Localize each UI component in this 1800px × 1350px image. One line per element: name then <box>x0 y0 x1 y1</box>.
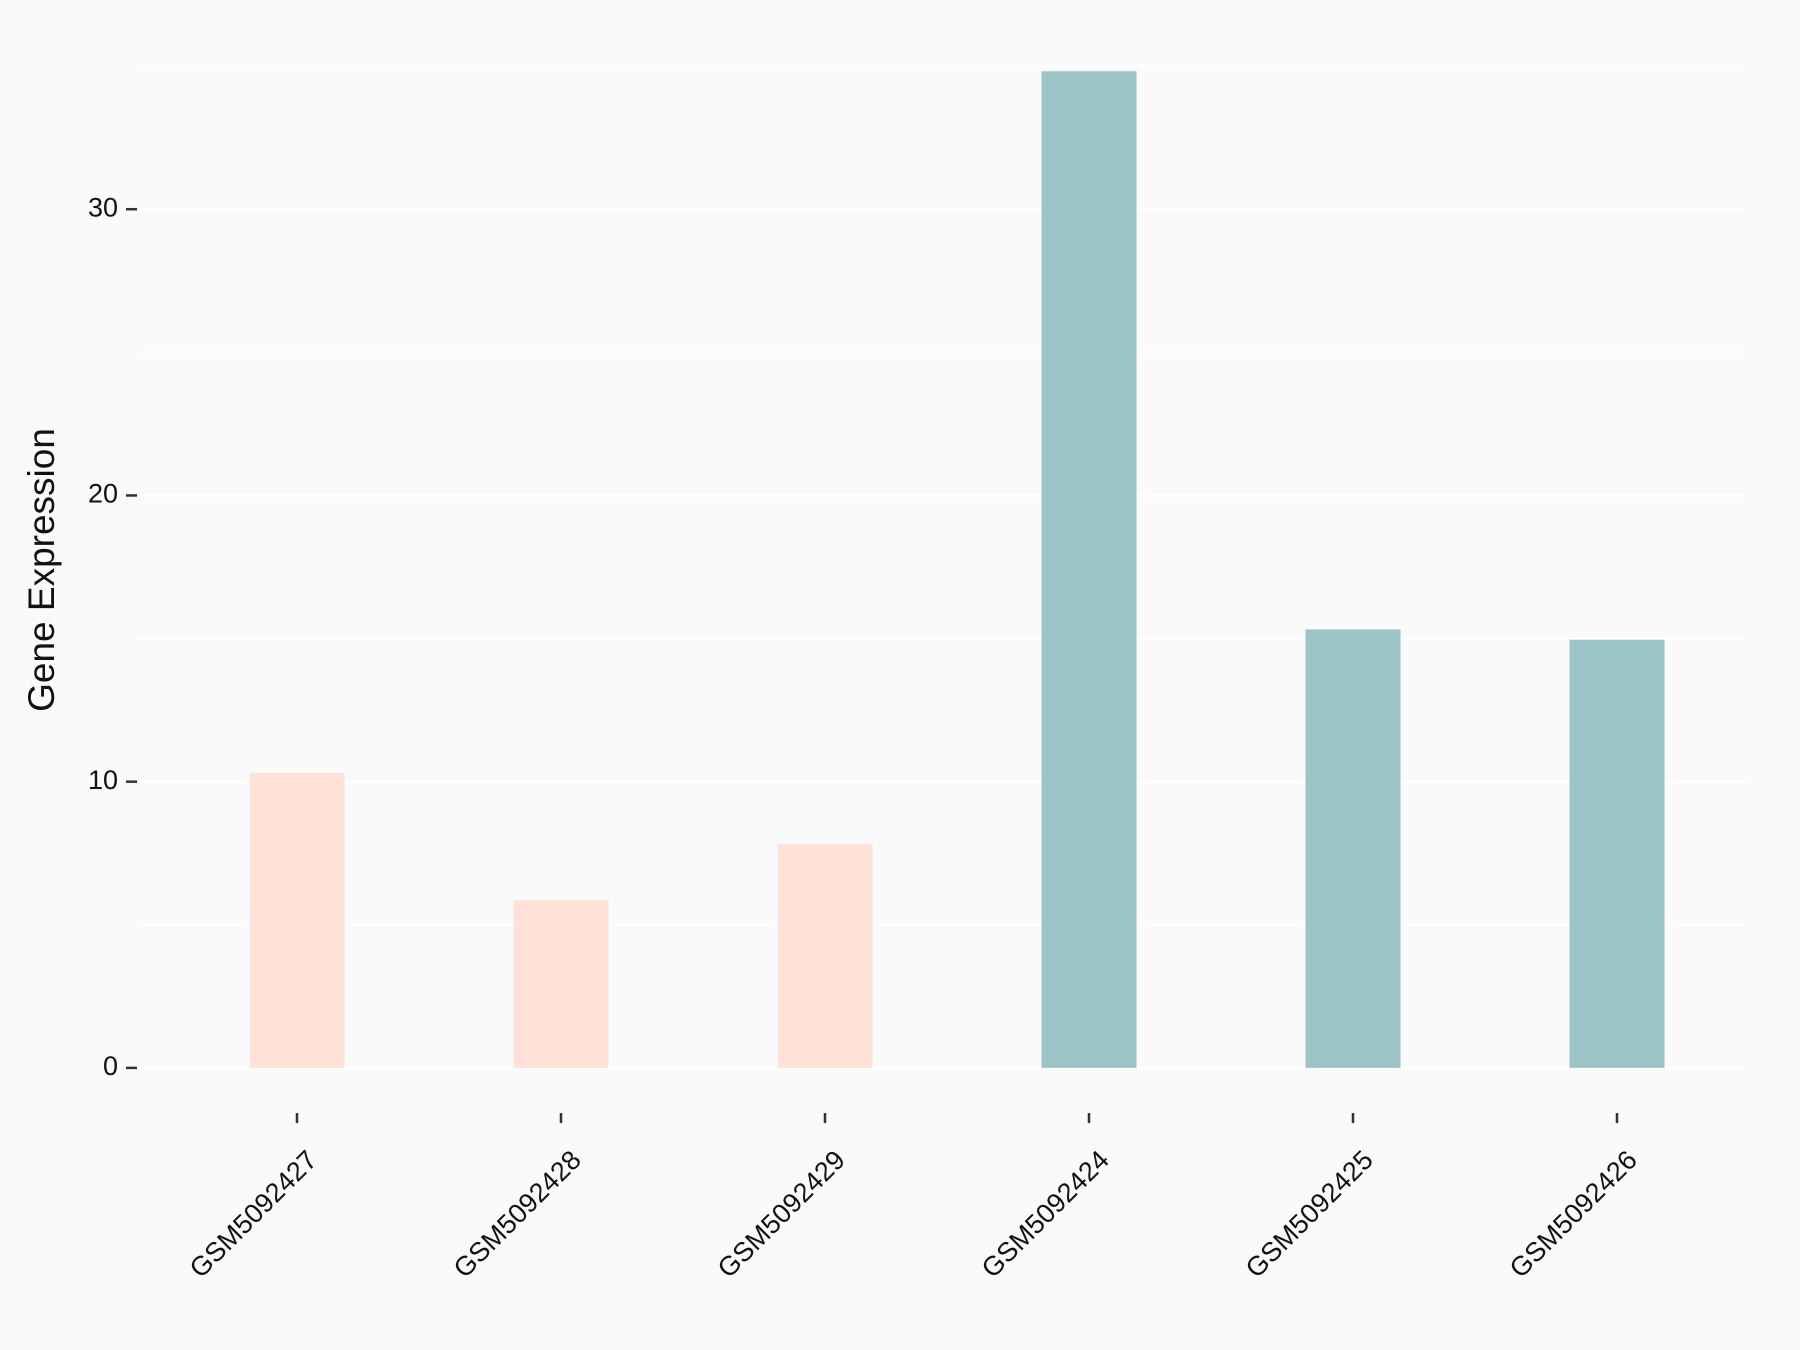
y-tick-label: 10 <box>88 765 118 795</box>
bar <box>1305 629 1401 1068</box>
bar <box>777 844 873 1068</box>
y-tick-label: 0 <box>103 1051 118 1081</box>
bar <box>1569 639 1665 1068</box>
y-tick-label: 20 <box>88 479 118 509</box>
y-tick-label: 30 <box>88 192 118 222</box>
bar <box>249 772 345 1068</box>
bar <box>513 900 609 1068</box>
bar <box>1041 71 1137 1068</box>
y-axis-label: Gene Expression <box>21 428 62 712</box>
